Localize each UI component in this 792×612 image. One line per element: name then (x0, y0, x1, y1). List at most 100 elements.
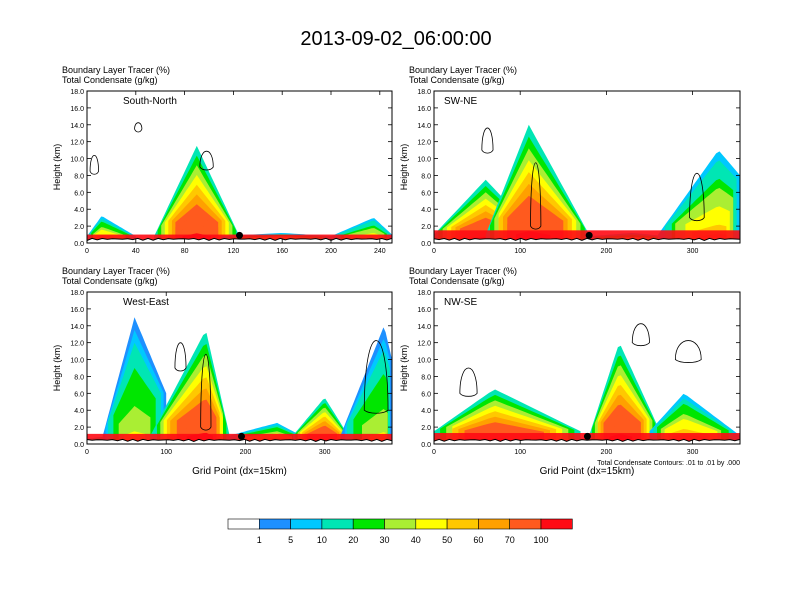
colorbar-label: 50 (442, 535, 452, 545)
y-tick-label: 4.0 (74, 408, 84, 415)
y-axis-label: Height (km) (52, 345, 62, 392)
y-tick-label: 2.0 (74, 224, 84, 231)
condensate-contour-1 (459, 367, 478, 397)
plot-area (87, 91, 392, 243)
panel-label: West-East (123, 297, 169, 308)
y-tick-label: 8.0 (74, 173, 84, 180)
x-tick-label: 200 (601, 449, 613, 456)
location-marker (236, 231, 243, 239)
y-axis-label: Height (km) (52, 144, 62, 191)
y-tick-label: 18.0 (70, 89, 84, 96)
terrain (434, 237, 740, 243)
tracer-field (87, 317, 392, 444)
colorbar-swatch (258, 518, 291, 530)
colorbar-label: 100 (533, 535, 548, 545)
field-title-condensate: Total Condensate (g/kg) (62, 75, 158, 85)
field-title-tracer: Boundary Layer Tracer (%) (409, 266, 517, 276)
colorbar-label: 20 (348, 535, 358, 545)
panel-4: Boundary Layer Tracer (%)Total Condensat… (399, 266, 741, 477)
condensate-contour-3 (363, 340, 389, 414)
y-tick-label: 12.0 (70, 341, 84, 348)
x-axis-label: Grid Point (dx=15km) (540, 466, 635, 477)
colorbar: 1 5 10 20 30 40 50 60 70 100 (227, 518, 573, 545)
x-tick-label: 240 (374, 248, 386, 255)
y-tick-label: 12.0 (417, 140, 431, 147)
y-tick-label: 0.0 (421, 241, 431, 248)
y-tick-label: 10.0 (70, 358, 84, 365)
contour-note: Total Condensate Contours: .01 to .01 by… (597, 460, 740, 467)
y-tick-label: 12.0 (417, 341, 431, 348)
condensate-contour-2 (530, 162, 542, 230)
y-axis-label: Height (km) (399, 144, 409, 191)
y-tick-label: 18.0 (417, 89, 431, 96)
x-axis-label: Grid Point (dx=15km) (192, 466, 287, 477)
x-tick-label: 120 (228, 248, 240, 255)
field-title-tracer: Boundary Layer Tracer (%) (62, 266, 170, 276)
field-title-tracer: Boundary Layer Tracer (%) (409, 65, 517, 75)
condensate-contour-3 (689, 172, 705, 222)
y-tick-label: 0.0 (74, 241, 84, 248)
panel-1: Boundary Layer Tracer (%)Total Condensat… (52, 65, 393, 255)
panel-label: South-North (123, 96, 177, 107)
colorbar-label: 10 (317, 535, 327, 545)
panel-2: Boundary Layer Tracer (%)Total Condensat… (399, 65, 741, 255)
x-tick-label: 300 (319, 449, 331, 456)
location-marker (583, 432, 591, 440)
plot-frame (86, 291, 393, 445)
colorbar-swatch (509, 518, 542, 530)
colorbar-swatch (290, 518, 323, 530)
y-tick-label: 8.0 (421, 173, 431, 180)
x-tick-label: 100 (514, 449, 526, 456)
y-tick-label: 10.0 (417, 157, 431, 164)
tracer-field (434, 124, 740, 243)
colorbar-swatch (478, 518, 510, 530)
y-tick-label: 8.0 (74, 374, 84, 381)
condensate-contour-2 (89, 154, 99, 175)
x-tick-label: 200 (240, 449, 252, 456)
x-tick-label: 0 (432, 248, 436, 255)
plot-frame (86, 90, 393, 244)
y-tick-label: 2.0 (74, 425, 84, 432)
y-tick-label: 10.0 (70, 157, 84, 164)
condensate-contour-2 (200, 354, 212, 431)
field-title-condensate: Total Condensate (g/kg) (409, 75, 505, 85)
colorbar-label: 1 (257, 535, 262, 545)
y-tick-label: 4.0 (421, 207, 431, 214)
colorbar-swatch (540, 518, 573, 530)
condensate-contour-1 (199, 150, 214, 171)
y-tick-label: 6.0 (421, 391, 431, 398)
colorbar-label: 40 (411, 535, 421, 545)
y-tick-label: 14.0 (70, 324, 84, 331)
terrain (434, 438, 740, 444)
y-tick-label: 16.0 (417, 307, 431, 314)
y-tick-label: 4.0 (421, 408, 431, 415)
location-marker (237, 432, 245, 440)
y-tick-label: 10.0 (417, 358, 431, 365)
colorbar-label: 60 (473, 535, 483, 545)
x-tick-label: 200 (325, 248, 337, 255)
field-title-condensate: Total Condensate (g/kg) (409, 276, 505, 286)
y-tick-label: 6.0 (421, 190, 431, 197)
plot-frame (433, 291, 741, 445)
colorbar-swatch (446, 518, 479, 530)
colorbar-swatch (384, 518, 417, 530)
condensate-contour-2 (631, 323, 650, 347)
y-tick-label: 2.0 (421, 224, 431, 231)
x-tick-label: 300 (687, 248, 699, 255)
y-tick-label: 0.0 (74, 442, 84, 449)
page-title: 2013-09-02_06:00:00 (300, 28, 492, 50)
y-tick-label: 16.0 (70, 307, 84, 314)
y-tick-label: 18.0 (417, 290, 431, 297)
y-tick-label: 16.0 (70, 106, 84, 113)
tracer-field (87, 122, 392, 243)
y-tick-label: 4.0 (74, 207, 84, 214)
plot-frame (433, 90, 741, 244)
colorbar-swatch (415, 518, 448, 530)
colorbar-label: 30 (379, 535, 389, 545)
x-tick-label: 0 (432, 449, 436, 456)
x-tick-label: 0 (85, 248, 89, 255)
y-tick-label: 14.0 (417, 123, 431, 130)
y-tick-label: 8.0 (421, 374, 431, 381)
terrain (87, 438, 392, 444)
